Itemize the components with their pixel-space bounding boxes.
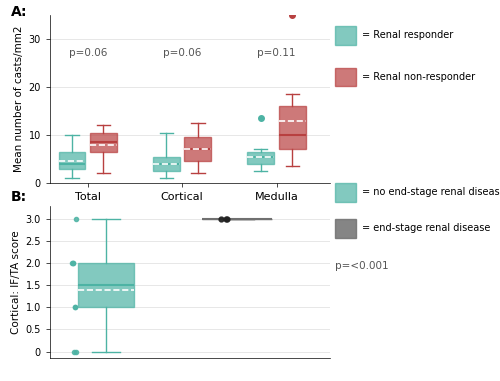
Text: p=0.06: p=0.06 [68,48,107,58]
Bar [335,68,356,86]
Y-axis label: Cortical: IF/TA score: Cortical: IF/TA score [12,230,22,334]
PathPatch shape [248,152,274,164]
Text: = no end-stage renal disease: = no end-stage renal disease [362,187,500,197]
PathPatch shape [184,138,211,161]
Text: p=0.11: p=0.11 [258,48,296,58]
PathPatch shape [90,133,117,152]
PathPatch shape [153,157,180,171]
Text: p=<0.001: p=<0.001 [335,261,388,271]
PathPatch shape [279,106,305,149]
Text: p=0.06: p=0.06 [163,48,202,58]
Text: B:: B: [11,190,27,205]
PathPatch shape [78,263,134,307]
Bar [335,182,356,202]
Bar [335,26,356,45]
Text: = Renal non-responder: = Renal non-responder [362,72,476,82]
Bar [335,219,356,238]
PathPatch shape [58,152,86,168]
Text: = end-stage renal disease: = end-stage renal disease [362,223,490,234]
Y-axis label: Mean number of casts/mm2: Mean number of casts/mm2 [14,26,24,172]
Text: = Renal responder: = Renal responder [362,30,454,40]
Text: A:: A: [11,5,28,19]
